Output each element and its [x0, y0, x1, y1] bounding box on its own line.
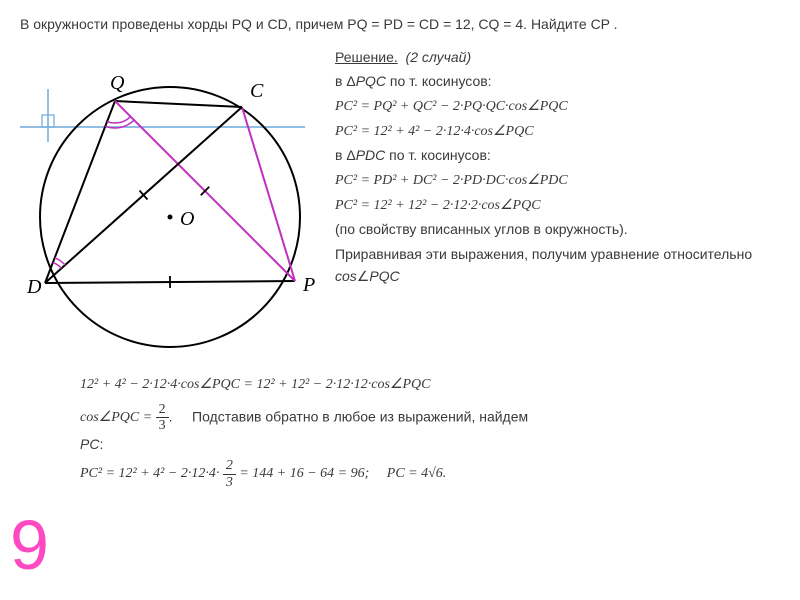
t1a: в Δ [335, 73, 356, 89]
t2b: PDC [356, 147, 386, 163]
solution-title: Решение. [335, 49, 398, 65]
eq4: PC² = 12² + 12² − 2·12·2·cos∠PQC [335, 195, 780, 217]
t1b: PQC [356, 73, 386, 89]
final-lhs: PC² = 12² + 4² − 2·12·4· [80, 466, 219, 481]
colon: : [99, 436, 103, 452]
problem-statement: В окружности проведены хорды PQ и CD, пр… [20, 15, 780, 35]
t2c: по т. косинусов: [385, 147, 491, 163]
sub-text: Подставив обратно в любое из выражений, … [192, 408, 528, 424]
page-number: 9 [10, 505, 49, 585]
frac-den: 3 [156, 418, 169, 433]
case-label: (2 случай) [406, 49, 472, 65]
para2d: PQC [369, 268, 399, 284]
eq3: PC² = PD² + DC² − 2·PD·DC·cos∠PDC [335, 170, 780, 192]
para2a: Приравнивая эти выражения, получим уравн… [335, 246, 752, 262]
lower-block: cos∠PQC = 2 3 . Подставив обратно в любо… [80, 399, 780, 491]
svg-text:Q: Q [110, 72, 125, 94]
para2b: cos [335, 268, 357, 284]
cos-lhs: cos∠PQC = [80, 410, 156, 425]
pc-var: PC [80, 436, 99, 452]
eq1: PC² = PQ² + QC² − 2·PQ·QC·cos∠PQC [335, 96, 780, 118]
frac2-den: 3 [223, 475, 236, 490]
final-ans: PC = 4√6. [387, 466, 447, 481]
svg-text:P: P [302, 274, 315, 296]
svg-text:O: O [180, 208, 194, 230]
eq2: PC² = 12² + 4² − 2·12·4·cos∠PQC [335, 121, 780, 143]
solution-text: Решение. (2 случай) в ΔPQC по т. косинус… [335, 47, 780, 370]
t2a: в Δ [335, 147, 356, 163]
content-row: QCDPO Решение. (2 случай) в ΔPQC по т. к… [20, 47, 780, 370]
svg-text:C: C [250, 80, 264, 102]
para2c: ∠ [357, 268, 370, 284]
long-equation: 12² + 4² − 2·12·4·cos∠PQC = 12² + 12² − … [80, 376, 780, 393]
svg-text:D: D [26, 276, 42, 298]
frac2-num: 2 [223, 458, 236, 474]
geometry-diagram: Q C D P O [20, 47, 320, 370]
t1c: по т. косинусов: [386, 73, 492, 89]
para1: (по свойству вписанных углов в окружност… [335, 219, 780, 241]
frac-num: 2 [156, 402, 169, 418]
period1: . [169, 408, 173, 424]
final-mid: = 144 + 16 − 64 = 96; [239, 466, 369, 481]
